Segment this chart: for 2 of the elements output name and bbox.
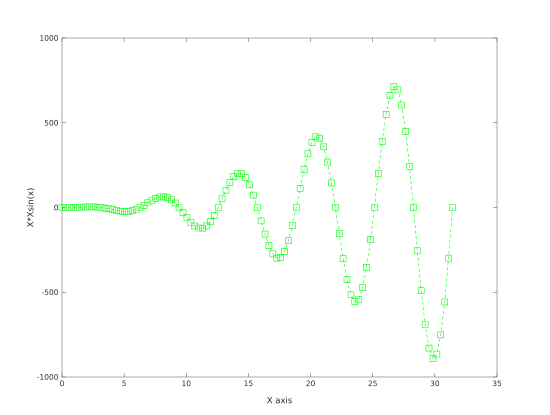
y-axis-title: X*Xsin(x) xyxy=(26,188,34,228)
x-axis-title: X axis xyxy=(267,396,292,404)
